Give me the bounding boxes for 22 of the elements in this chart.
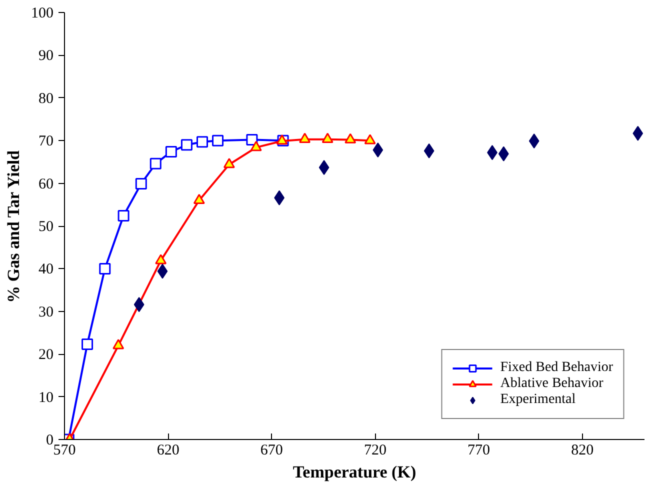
x-tick-label: 570 xyxy=(53,442,76,458)
y-tick-label: 30 xyxy=(38,304,54,320)
x-tick-label: 770 xyxy=(468,442,490,458)
y-axis-title: % Gas and Tar Yield xyxy=(4,150,23,303)
legend-label: Fixed Bed Behavior xyxy=(500,360,613,376)
x-tick-label: 820 xyxy=(571,442,594,458)
y-tick-label: 20 xyxy=(38,347,54,364)
y-tick-label: 90 xyxy=(38,48,54,64)
y-tick-label: 40 xyxy=(38,262,54,278)
x-tick-label: 670 xyxy=(260,442,283,458)
legend-label: Experimental xyxy=(500,392,576,408)
x-axis-title: Temperature (K) xyxy=(292,462,416,482)
y-tick-label: 70 xyxy=(38,134,54,150)
y-tick-label: 50 xyxy=(38,219,54,235)
y-tick-label: 60 xyxy=(38,176,54,192)
y-tick-label: 80 xyxy=(38,90,54,107)
y-tick-label: 0 xyxy=(46,432,54,448)
legend-label: Ablative Behavior xyxy=(500,376,604,392)
y-tick-label: 100 xyxy=(31,6,54,22)
x-tick-label: 720 xyxy=(364,442,386,458)
x-tick-label: 620 xyxy=(156,442,180,458)
y-tick-label: 10 xyxy=(38,390,54,406)
